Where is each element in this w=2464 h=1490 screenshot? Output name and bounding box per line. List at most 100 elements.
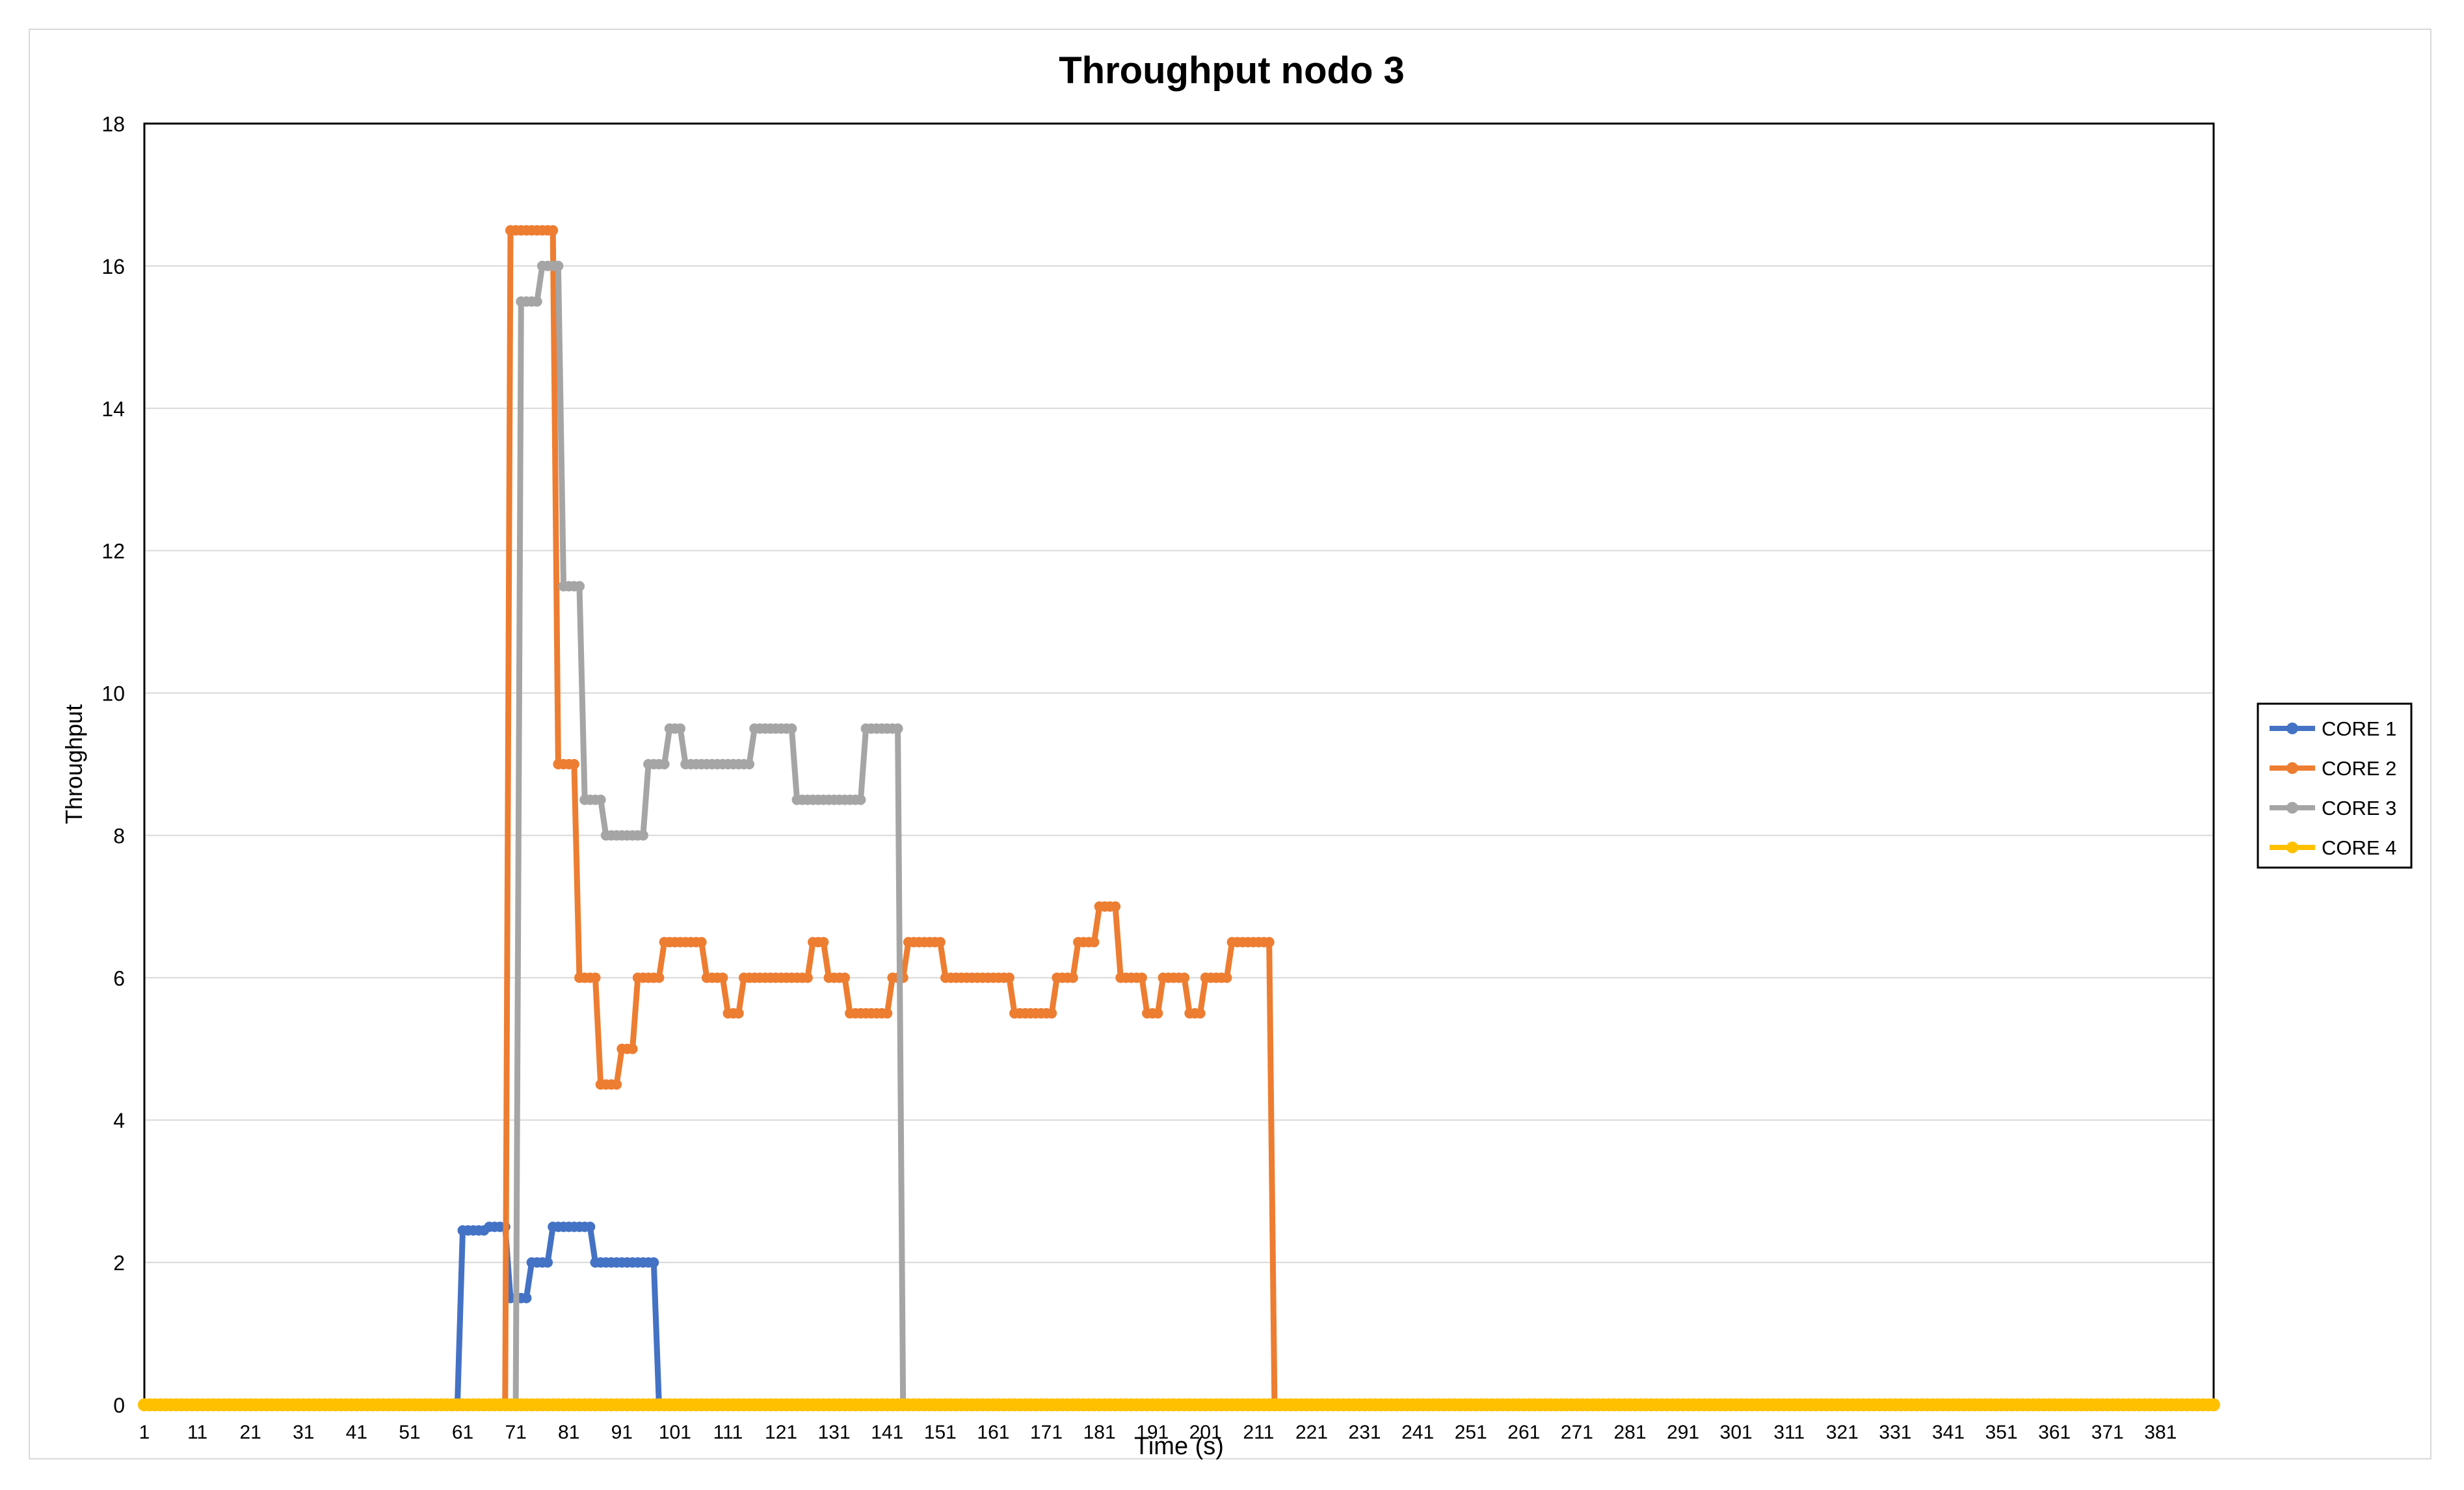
data-point xyxy=(1003,972,1014,983)
data-point xyxy=(882,1008,893,1019)
y-tick-label: 18 xyxy=(101,113,125,136)
data-point xyxy=(611,1079,622,1090)
data-point xyxy=(1136,972,1147,983)
x-tick-label: 221 xyxy=(1295,1422,1328,1443)
legend-label: CORE 2 xyxy=(2322,757,2396,780)
x-tick-label: 31 xyxy=(293,1422,314,1443)
y-tick-label: 8 xyxy=(113,824,125,847)
data-point xyxy=(1152,1008,1163,1019)
series-core-1 xyxy=(139,1221,2219,1410)
data-point xyxy=(568,759,579,769)
data-point xyxy=(627,1043,638,1054)
legend-swatch-marker xyxy=(2286,842,2298,853)
data-point xyxy=(744,759,755,769)
x-tick-label: 361 xyxy=(2038,1422,2071,1443)
data-point xyxy=(585,1221,596,1232)
x-tick-label: 81 xyxy=(558,1422,579,1443)
data-point xyxy=(574,581,585,592)
series-core-4 xyxy=(138,1398,2220,1411)
x-tick-label: 241 xyxy=(1401,1422,1434,1443)
data-point xyxy=(1179,972,1190,983)
data-point xyxy=(786,723,797,734)
grid-lines xyxy=(144,123,2214,1405)
x-tick-label: 271 xyxy=(1561,1422,1593,1443)
data-point xyxy=(548,225,559,236)
legend-label: CORE 3 xyxy=(2322,797,2396,819)
series-core-2 xyxy=(139,225,2219,1410)
y-tick-label: 4 xyxy=(113,1109,125,1132)
data-point xyxy=(590,972,601,983)
data-point xyxy=(717,972,728,983)
x-tick-label: 141 xyxy=(871,1422,903,1443)
data-point xyxy=(818,937,829,948)
data-point xyxy=(648,1257,659,1268)
data-point xyxy=(839,972,850,983)
data-point xyxy=(654,972,665,983)
x-tick-label: 371 xyxy=(2091,1422,2124,1443)
data-point xyxy=(1067,972,1078,983)
x-tick-label: 321 xyxy=(1826,1422,1859,1443)
data-point xyxy=(934,937,946,948)
y-tick-label: 12 xyxy=(101,540,125,563)
x-tick-label: 251 xyxy=(1455,1422,1487,1443)
x-tick-label: 41 xyxy=(346,1422,367,1443)
data-point xyxy=(1046,1008,1057,1019)
data-point xyxy=(521,1292,532,1303)
plot-area-border xyxy=(143,122,2215,1406)
y-tick-label: 0 xyxy=(113,1394,125,1417)
x-tick-label: 161 xyxy=(977,1422,1009,1443)
data-point xyxy=(696,937,707,948)
x-tick-label: 331 xyxy=(1879,1422,1911,1443)
data-point xyxy=(2207,1398,2220,1411)
data-point xyxy=(1195,1008,1206,1019)
y-tick-label: 14 xyxy=(101,397,125,421)
data-point xyxy=(802,972,813,983)
x-tick-label: 261 xyxy=(1507,1422,1540,1443)
x-tick-label: 211 xyxy=(1243,1422,1274,1443)
x-tick-label: 111 xyxy=(713,1422,743,1443)
x-tick-label: 91 xyxy=(611,1422,633,1443)
data-point xyxy=(637,830,648,841)
data-point xyxy=(892,723,903,734)
chart-title: Throughput nodo 3 xyxy=(1059,49,1405,92)
x-tick-label: 61 xyxy=(452,1422,473,1443)
y-tick-labels: 0 2 4 6 8 10 12 14 16 18 xyxy=(101,113,125,1417)
series-group xyxy=(138,225,2220,1411)
x-tick-label: 51 xyxy=(399,1422,420,1443)
legend-swatch-marker xyxy=(2286,723,2298,734)
x-tick-label: 231 xyxy=(1349,1422,1381,1443)
legend-swatch-marker xyxy=(2286,762,2298,774)
x-tick-label: 351 xyxy=(1985,1422,2018,1443)
x-tick-label: 311 xyxy=(1773,1422,1805,1443)
data-point xyxy=(1221,972,1232,983)
x-tick-label: 131 xyxy=(818,1422,851,1443)
y-tick-label: 6 xyxy=(113,966,125,990)
y-axis-label: Throughput xyxy=(60,704,87,824)
data-point xyxy=(542,1257,553,1268)
data-point xyxy=(733,1008,744,1019)
data-point xyxy=(1110,901,1121,912)
x-tick-label: 11 xyxy=(187,1422,207,1443)
y-tick-label: 2 xyxy=(113,1251,125,1275)
y-tick-label: 10 xyxy=(101,682,125,706)
data-point xyxy=(1264,937,1275,948)
x-axis-label: Time (s) xyxy=(1134,1433,1224,1460)
data-point xyxy=(1089,937,1100,948)
chart-frame: Throughput nodo 3 0 2 4 6 8 10 12 14 16 18 1 11 21 3… xyxy=(29,29,2431,1460)
x-tick-label: 291 xyxy=(1667,1422,1699,1443)
x-tick-label: 101 xyxy=(659,1422,691,1443)
data-point xyxy=(531,296,542,307)
legend-label: CORE 4 xyxy=(2322,836,2396,859)
legend-label: CORE 1 xyxy=(2322,717,2396,740)
x-tick-label: 121 xyxy=(765,1422,797,1443)
y-tick-label: 16 xyxy=(101,255,125,278)
x-tick-label: 71 xyxy=(505,1422,526,1443)
legend: CORE 1 CORE 2 CORE 3 CORE 4 xyxy=(2257,702,2413,869)
x-tick-label: 21 xyxy=(239,1422,261,1443)
x-tick-label: 171 xyxy=(1030,1422,1063,1443)
x-tick-labels: 1 11 21 31 41 51 61 71 81 91 101 111 121 131 141 151 161… xyxy=(139,1422,2177,1443)
data-point xyxy=(553,260,564,271)
x-tick-label: 281 xyxy=(1613,1422,1646,1443)
x-tick-label: 151 xyxy=(924,1422,957,1443)
